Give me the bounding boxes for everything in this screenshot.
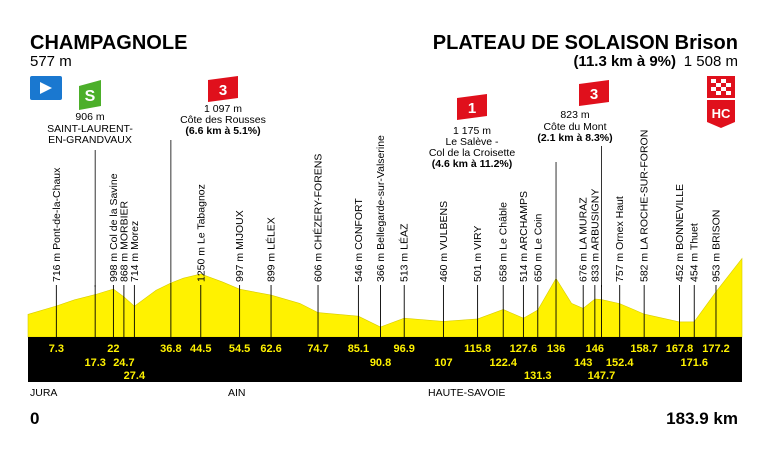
climb-badge-rousses: 3 <box>208 76 238 102</box>
waypoint-label: 454 m Thuet <box>689 223 701 282</box>
climb-category: 3 <box>219 82 227 99</box>
km-marker: 143 <box>574 357 592 369</box>
km-marker: 122.4 <box>489 357 517 369</box>
km-marker: 158.7 <box>630 343 658 355</box>
km-marker: 167.8 <box>666 343 694 355</box>
waypoint-label: 676 m LA MURAZ <box>578 197 590 282</box>
km-marker: 22 <box>107 343 119 355</box>
climb-category: 3 <box>590 86 598 103</box>
km-marker: 27.4 <box>124 370 146 382</box>
waypoint-label: 606 m CHÉZERY-FORENS <box>312 154 325 282</box>
waypoint-label: 366 m Bellegarde-sur-Valserine <box>375 135 387 282</box>
waypoint-label: 997 m MIJOUX <box>234 210 246 282</box>
km-marker: 90.8 <box>370 357 391 369</box>
km-marker: 7.3 <box>49 343 64 355</box>
waypoint-label: 546 m CONFORT <box>353 198 365 282</box>
km-marker: 17.3 <box>84 357 105 369</box>
km-marker: 74.7 <box>307 343 328 355</box>
waypoint-label: 513 m LÉAZ <box>398 223 411 282</box>
region-strip <box>28 382 742 402</box>
finish-altitude: 1 508 m <box>684 53 738 70</box>
start-name: CHAMPAGNOLE <box>30 32 187 54</box>
climb-category: 1 <box>468 100 476 117</box>
km-marker: 107 <box>434 357 452 369</box>
waypoint-label: 650 m Le Coin <box>532 214 544 282</box>
sprint-place-2: EN-GRANDVAUX <box>48 134 132 146</box>
climb-altitude: 1 097 m <box>204 103 242 115</box>
waypoint-label: 460 m VULBENS <box>438 201 450 282</box>
zero-km-label: 0 <box>30 409 39 428</box>
waypoint-label: 998 m Col de la Savine <box>108 173 120 282</box>
climb-badge-saleve: 1 <box>457 94 487 120</box>
climb-name-2: Col de la Croisette <box>429 147 516 159</box>
km-band <box>28 337 742 382</box>
waypoint-label: 833 m ARBUSIGNY <box>589 189 601 282</box>
waypoint-label: 953 m BRISON <box>710 210 722 282</box>
finish-flag-icon: HC <box>707 76 735 128</box>
climb-altitude: 823 m <box>560 109 589 121</box>
sprint-altitude: 906 m <box>75 111 104 123</box>
km-marker: 127.6 <box>510 343 538 355</box>
start-flag-icon <box>30 76 62 100</box>
region-haute-savoie: HAUTE-SAVOIE <box>428 387 505 399</box>
sprint-letter: S <box>85 88 96 105</box>
waypoint-lines <box>55 278 717 337</box>
climb-detail: (2.1 km à 8.3%) <box>537 132 612 144</box>
region-ain: AIN <box>228 387 246 399</box>
climb-detail: (4.6 km à 11.2%) <box>432 158 513 170</box>
climb-altitude: 1 175 m <box>453 125 491 137</box>
waypoint-label: 757 m Ornex Haut <box>614 196 626 282</box>
climb-name: Côte des Rousses <box>180 114 266 126</box>
total-distance: 183.9 km <box>666 409 738 428</box>
waypoint-label: 1250 m Le Tabagnoz <box>195 184 207 282</box>
finish-name: PLATEAU DE SOLAISON Brison <box>433 32 738 54</box>
km-marker: 146 <box>586 343 604 355</box>
sprint-place-1: SAINT-LAURENT- <box>47 123 133 135</box>
km-marker: 54.5 <box>229 343 250 355</box>
waypoint-label: 868 m MORBIER <box>118 200 130 282</box>
climb-badge-mont: 3 <box>579 80 609 106</box>
finish-climb: (11.3 km à 9%) <box>573 53 676 70</box>
waypoint-label: 452 m BONNEVILLE <box>674 184 686 282</box>
waypoint-label: 714 m Morez <box>129 221 141 282</box>
climb-name: Le Salève - <box>445 136 499 148</box>
waypoint-labels: 716 m Pont-de-la-Chaux 998 m Col de la Sa… <box>51 130 723 282</box>
climb-detail: (6.6 km à 5.1%) <box>185 125 260 137</box>
sprint-icon: S <box>79 80 101 110</box>
region-jura: JURA <box>30 387 57 399</box>
km-marker: 152.4 <box>606 357 634 369</box>
finish-category: HC <box>712 106 731 121</box>
km-marker: 62.6 <box>260 343 281 355</box>
start-altitude: 577 m <box>30 53 72 70</box>
climb-name: Côte du Mont <box>543 121 606 133</box>
km-marker: 131.3 <box>524 370 552 382</box>
km-marker: 44.5 <box>190 343 211 355</box>
km-marker: 85.1 <box>348 343 369 355</box>
km-marker: 147.7 <box>588 370 616 382</box>
km-marker: 171.6 <box>680 357 708 369</box>
waypoint-label: 514 m ARCHAMPS <box>518 191 530 282</box>
km-marker: 36.8 <box>160 343 181 355</box>
km-marker: 24.7 <box>113 357 134 369</box>
waypoint-label: 899 m LÉLEX <box>265 217 278 282</box>
callout-leaders <box>94 140 602 287</box>
km-marker: 136 <box>547 343 565 355</box>
km-marker: 115.8 <box>464 343 491 355</box>
km-marker: 96.9 <box>394 343 415 355</box>
waypoint-label: 658 m Le Châble <box>498 202 510 282</box>
waypoint-label: 716 m Pont-de-la-Chaux <box>51 167 63 282</box>
km-markers: 7.3 17.322 24.727.4 36.8 44.5 54.5 62.6 74.7 85.… <box>49 343 730 382</box>
waypoint-label: 501 m VIRY <box>472 226 484 282</box>
waypoint-label: 582 m LA ROCHE-SUR-FORON <box>639 130 651 282</box>
km-marker: 177.2 <box>702 343 730 355</box>
